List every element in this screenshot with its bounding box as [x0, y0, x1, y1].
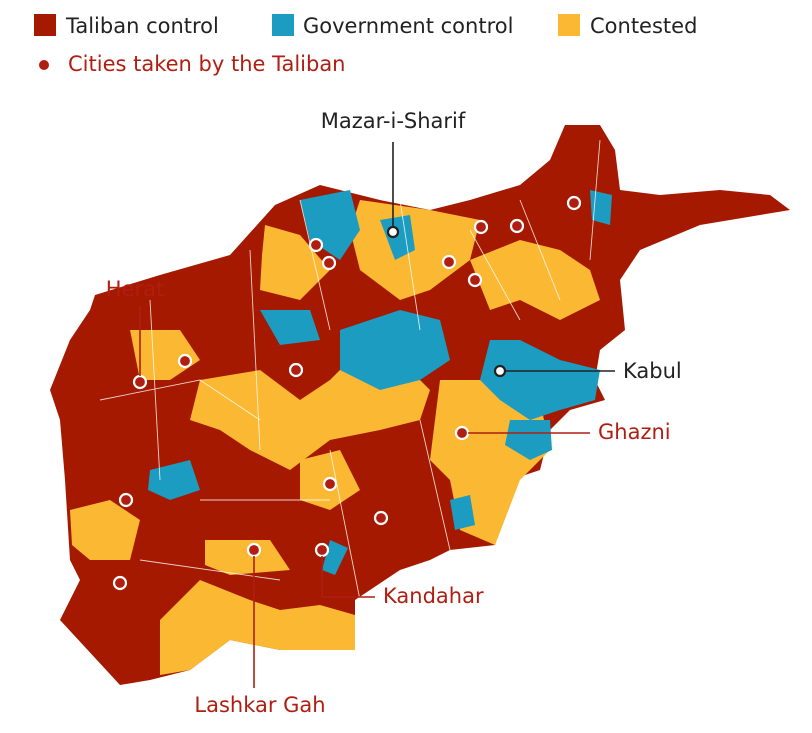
country — [50, 125, 790, 685]
city-dot — [308, 237, 324, 253]
region — [480, 340, 600, 420]
legend-label: Government control — [303, 14, 513, 38]
legend-swatch — [558, 14, 580, 36]
region — [70, 500, 140, 560]
legend-swatch — [272, 14, 294, 36]
city-dot — [493, 364, 507, 378]
leader-line — [321, 556, 375, 598]
region — [340, 310, 450, 390]
labels: Mazar-i-Sharif Herat Kabul Ghazni Kandah… — [106, 109, 682, 717]
city-dot — [473, 219, 489, 235]
legend-label: Cities taken by the Taliban — [68, 52, 346, 76]
region — [450, 495, 475, 530]
city-dot — [177, 353, 193, 369]
city-dot — [246, 542, 262, 558]
legend-label: Contested — [590, 14, 697, 38]
region — [205, 540, 290, 575]
district-lines — [99, 139, 601, 601]
region — [260, 225, 330, 300]
city-label: Ghazni — [598, 420, 671, 444]
city-dot — [441, 254, 457, 270]
city-dot — [112, 575, 128, 591]
legend: Taliban control Government control Conte… — [34, 14, 697, 76]
region — [470, 240, 600, 320]
city-dot — [454, 425, 470, 441]
city-dot — [467, 272, 483, 288]
city-dot — [314, 542, 330, 558]
legend-label: Taliban control — [65, 14, 219, 38]
city-dot — [322, 476, 338, 492]
city-dot — [321, 255, 337, 271]
city-dot — [118, 492, 134, 508]
city-label: Lashkar Gah — [194, 693, 325, 717]
city-dot — [386, 225, 400, 239]
region — [380, 215, 415, 260]
city-dot — [132, 374, 148, 390]
city-dot — [509, 218, 525, 234]
region — [148, 460, 200, 500]
legend-marker — [39, 60, 49, 70]
legend-swatch — [34, 14, 56, 36]
region — [260, 310, 320, 345]
region — [160, 580, 355, 675]
city-label: Kandahar — [383, 584, 484, 608]
city-dot — [373, 510, 389, 526]
region — [505, 420, 552, 460]
city-label: Mazar-i-Sharif — [321, 109, 466, 133]
city-label: Herat — [106, 277, 164, 301]
city-dot — [566, 195, 582, 211]
city-dot — [288, 362, 304, 378]
city-label: Kabul — [623, 359, 682, 383]
city-markers — [112, 195, 582, 591]
